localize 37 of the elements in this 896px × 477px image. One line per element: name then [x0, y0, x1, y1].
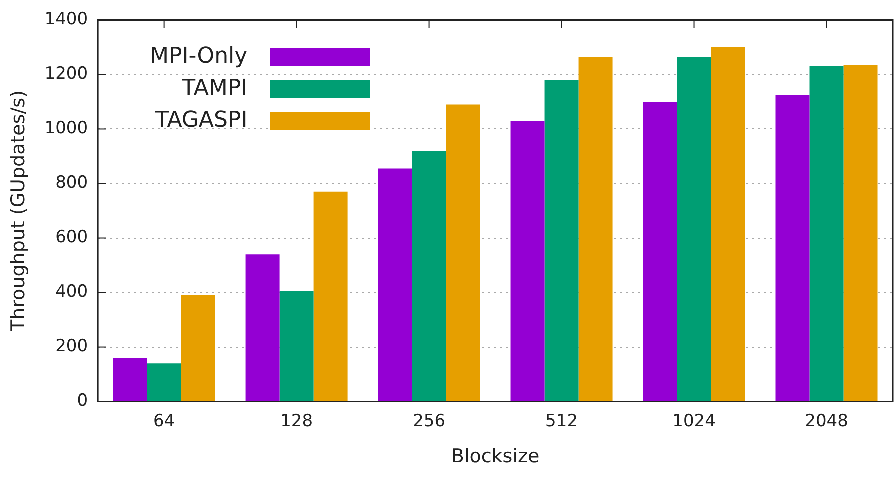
x-tick-label: 2048	[805, 411, 848, 432]
bar	[578, 56, 613, 402]
bar	[113, 358, 148, 402]
y-tick-label: 800	[56, 173, 88, 194]
legend-label: TAMPI	[181, 76, 248, 102]
y-tick-label: 1400	[44, 10, 88, 30]
bar	[378, 168, 412, 402]
x-tick-label: 128	[280, 411, 314, 432]
bar	[510, 121, 545, 402]
y-tick-label: 1000	[44, 118, 88, 139]
legend-label: TAGASPI	[154, 108, 248, 134]
y-tick-label: 1200	[44, 64, 88, 84]
bar	[643, 102, 678, 402]
legend-label: MPI-Only	[150, 44, 248, 70]
bar	[677, 56, 712, 402]
bar	[544, 80, 579, 402]
bar	[810, 66, 844, 402]
bar	[446, 104, 480, 402]
y-tick-label: 200	[56, 336, 88, 357]
y-axis-title: Throughput (GUpdates/s)	[7, 90, 30, 332]
x-tick-label: 256	[413, 411, 446, 432]
bar	[280, 291, 314, 402]
bar	[246, 254, 280, 402]
bar	[412, 151, 446, 402]
x-tick-label: 64	[153, 411, 176, 432]
x-tick-label: 1024	[672, 411, 716, 432]
bar	[181, 295, 216, 402]
x-tick-label: 512	[546, 411, 578, 432]
y-tick-label: 0	[77, 391, 88, 412]
bar	[711, 47, 746, 402]
bar	[776, 95, 810, 402]
bar	[147, 364, 182, 402]
bar	[314, 192, 348, 402]
bar	[844, 65, 878, 402]
x-axis-title: Blocksize	[451, 446, 540, 468]
y-tick-label: 400	[56, 282, 88, 302]
y-tick-label: 600	[56, 228, 88, 248]
